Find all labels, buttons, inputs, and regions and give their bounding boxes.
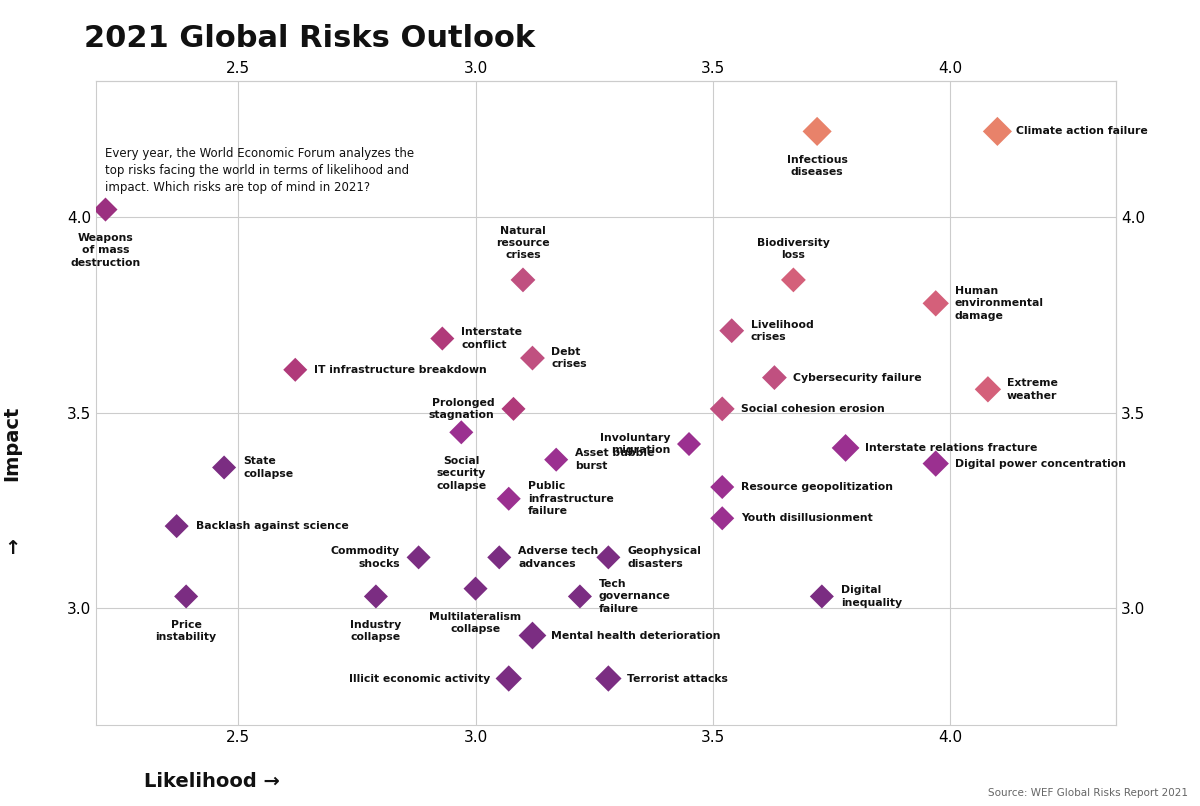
Text: Youth disillusionment: Youth disillusionment: [742, 513, 872, 523]
Point: [514, 273, 533, 286]
Text: Public
infrastructure
failure: Public infrastructure failure: [528, 481, 613, 516]
Text: Interstate
conflict: Interstate conflict: [461, 327, 522, 350]
Point: [713, 480, 732, 493]
Point: [409, 551, 428, 564]
Point: [215, 461, 234, 474]
Text: Backlash against science: Backlash against science: [196, 521, 348, 531]
Point: [926, 457, 946, 470]
Point: [713, 402, 732, 415]
Text: Livelihood
crises: Livelihood crises: [751, 319, 814, 342]
Point: [988, 125, 1007, 138]
Point: [490, 551, 509, 564]
Text: Social cohesion erosion: Social cohesion erosion: [742, 404, 884, 413]
Point: [523, 629, 542, 642]
Point: [499, 672, 518, 685]
Text: IT infrastructure breakdown: IT infrastructure breakdown: [314, 365, 487, 375]
Text: Industry
collapse: Industry collapse: [350, 620, 402, 642]
Point: [167, 520, 186, 533]
Text: Terrorist attacks: Terrorist attacks: [628, 674, 728, 683]
Point: [764, 371, 784, 384]
Text: 2021 Global Risks Outlook: 2021 Global Risks Outlook: [84, 24, 535, 53]
Text: Natural
resource
crises: Natural resource crises: [496, 226, 550, 260]
Text: Prolonged
stagnation: Prolonged stagnation: [428, 397, 494, 420]
Text: Digital
inequality: Digital inequality: [841, 585, 902, 608]
Text: Interstate relations fracture: Interstate relations fracture: [864, 443, 1037, 453]
Text: Weapons
of mass
destruction: Weapons of mass destruction: [71, 233, 140, 268]
Text: Extreme
weather: Extreme weather: [1007, 378, 1057, 401]
Point: [784, 273, 803, 286]
Point: [599, 672, 618, 685]
Point: [978, 383, 997, 396]
Point: [451, 426, 470, 438]
Text: Commodity
shocks: Commodity shocks: [330, 546, 400, 568]
Text: Tech
governance
failure: Tech governance failure: [599, 579, 671, 614]
Text: Adverse tech
advances: Adverse tech advances: [518, 546, 599, 568]
Text: Likelihood →: Likelihood →: [144, 772, 280, 791]
Text: Cybersecurity failure: Cybersecurity failure: [793, 372, 922, 383]
Text: Asset bubble
burst: Asset bubble burst: [575, 448, 654, 471]
Text: Digital power concentration: Digital power concentration: [955, 459, 1126, 468]
Point: [433, 332, 452, 345]
Text: Social
security
collapse: Social security collapse: [437, 455, 486, 491]
Text: Resource geopolitization: Resource geopolitization: [742, 482, 893, 492]
Text: Climate action failure: Climate action failure: [1016, 127, 1148, 136]
Point: [523, 351, 542, 364]
Text: State
collapse: State collapse: [244, 456, 293, 479]
Point: [679, 438, 698, 451]
Point: [504, 402, 523, 415]
Text: Debt
crises: Debt crises: [552, 347, 587, 369]
Text: Every year, the World Economic Forum analyzes the
top risks facing the world in : Every year, the World Economic Forum ana…: [106, 147, 415, 194]
Point: [599, 551, 618, 564]
Text: Involuntary
migration: Involuntary migration: [600, 433, 670, 455]
Text: Biodiversity
loss: Biodiversity loss: [757, 238, 830, 260]
Text: Price
instability: Price instability: [156, 620, 217, 642]
Point: [286, 364, 305, 376]
Text: Impact: Impact: [2, 405, 22, 481]
Point: [570, 590, 589, 603]
Point: [96, 203, 115, 216]
Point: [926, 297, 946, 310]
Point: [836, 442, 856, 455]
Text: Mental health deterioration: Mental health deterioration: [552, 630, 721, 641]
Point: [546, 453, 565, 466]
Point: [722, 324, 742, 337]
Point: [808, 125, 827, 138]
Point: [812, 590, 832, 603]
Text: Source: WEF Global Risks Report 2021: Source: WEF Global Risks Report 2021: [988, 788, 1188, 798]
Text: Geophysical
disasters: Geophysical disasters: [628, 546, 701, 568]
Point: [466, 582, 485, 595]
Text: ↑: ↑: [4, 538, 20, 558]
Point: [713, 512, 732, 525]
Text: Infectious
diseases: Infectious diseases: [787, 155, 847, 177]
Point: [366, 590, 385, 603]
Text: Illicit economic activity: Illicit economic activity: [348, 674, 490, 683]
Text: Multilateralism
collapse: Multilateralism collapse: [430, 612, 522, 634]
Point: [499, 492, 518, 505]
Point: [176, 590, 196, 603]
Text: Human
environmental
damage: Human environmental damage: [955, 286, 1044, 321]
